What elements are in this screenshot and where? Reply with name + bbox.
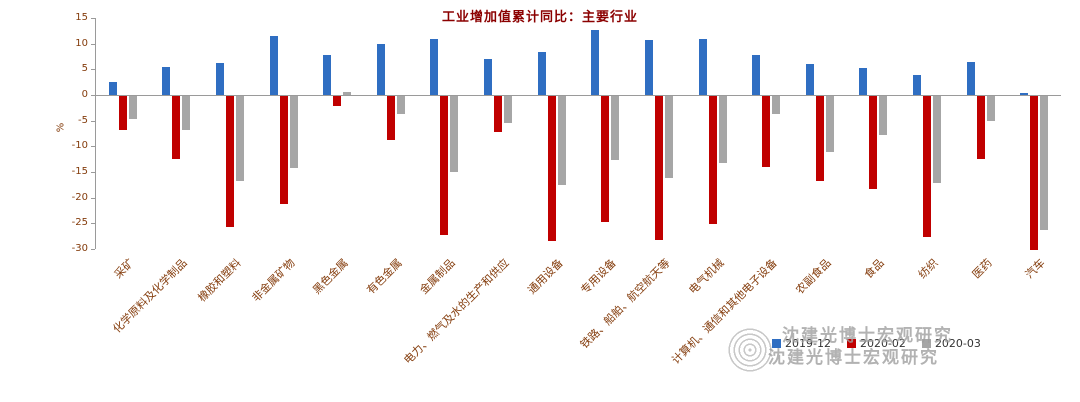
y-tick-label: 5 [81, 63, 88, 75]
bar-2020-02 [226, 96, 235, 228]
bar-2019-12 [752, 55, 761, 95]
x-axis-label: 农副食品 [793, 256, 834, 297]
bar-2020-02 [762, 96, 771, 167]
y-tick-label: 10 [75, 37, 88, 49]
bar-2020-03 [611, 96, 620, 160]
x-axis-label: 纺织 [915, 256, 941, 282]
bar-2020-03 [236, 96, 245, 181]
bar-2019-12 [376, 43, 385, 95]
legend-item: 2020-03 [921, 337, 981, 350]
bar-2019-12 [966, 62, 975, 95]
bar-2020-02 [333, 96, 342, 107]
y-tick-label: -20 [71, 191, 88, 203]
bar-2020-02 [708, 96, 717, 224]
y-tick-label: -30 [71, 243, 88, 254]
x-axis-label: 食品 [862, 256, 887, 282]
bar-2020-03 [718, 96, 727, 163]
bar-2020-02 [922, 96, 931, 238]
bar-2019-12 [162, 67, 171, 95]
y-tick-label: -10 [71, 140, 88, 152]
x-axis-label: 黑色金属 [310, 256, 351, 297]
chart-title: 工业增加值累计同比：主要行业 [441, 10, 638, 25]
zero-axis-line [96, 95, 1061, 96]
x-axis-label: 专用设备 [578, 256, 619, 297]
x-axis-label: 计算机、通信和其他电子设备 [669, 256, 780, 367]
bar-2019-12 [323, 54, 332, 95]
bar-2020-02 [118, 96, 127, 130]
x-axis-label: 采矿 [111, 256, 137, 282]
x-axis-label: 电力、燃气及水的生产和供应 [401, 256, 512, 367]
x-axis-label: 金属制品 [417, 256, 459, 297]
bar-2020-03 [932, 96, 941, 184]
bar-2019-12 [912, 74, 921, 95]
y-tick-label: -15 [71, 166, 88, 177]
bar-2019-12 [216, 62, 225, 95]
bar-2020-02 [654, 96, 663, 241]
bar-2020-02 [869, 96, 878, 190]
legend-item: 2019-12 [772, 337, 831, 350]
x-axis-label: 医药 [969, 256, 995, 282]
bar-2020-02 [815, 96, 824, 181]
bar-2020-02 [386, 96, 395, 140]
legend-swatch-icon [772, 339, 781, 348]
bar-2019-12 [269, 35, 278, 95]
y-tick-label: 0 [81, 89, 88, 100]
bar-2019-12 [537, 52, 546, 95]
bar-2020-02 [1030, 96, 1039, 250]
x-axis-label: 汽车 [1023, 256, 1048, 282]
legend-item: 2020-02 [846, 337, 906, 350]
legend: 2019-12 2020-02 2020-03 [772, 337, 981, 350]
bar-2019-12 [108, 82, 117, 95]
bar-2020-02 [440, 96, 449, 235]
x-axis-label: 橡胶和塑料 [195, 256, 244, 305]
bar-2020-02 [601, 96, 610, 222]
legend-label: 2020-02 [859, 337, 906, 350]
bar-2019-12 [591, 30, 600, 95]
bar-2020-02 [279, 96, 288, 204]
bar-2020-03 [1040, 96, 1049, 231]
x-axis-label: 化学原料及化学制品 [110, 256, 191, 336]
watermark-logo-icon [726, 326, 774, 374]
watermark: 沈建光博士宏观研究 沈建光博士宏观研究 [726, 326, 953, 374]
x-axis-label: 通用设备 [524, 256, 566, 297]
bar-2020-03 [128, 96, 137, 119]
bar-2019-12 [430, 38, 439, 95]
bar-2019-12 [644, 39, 653, 95]
x-axis-label: 电气机械 [685, 256, 727, 297]
x-axis-label: 铁路、船舶、航空航天等 [577, 256, 673, 352]
bar-2020-03 [504, 96, 513, 123]
y-tick-mark [91, 249, 95, 250]
bar-2020-03 [557, 96, 566, 185]
x-axis-label: 非金属矿物 [249, 256, 298, 305]
bar-2020-03 [396, 96, 405, 114]
bar-2020-03 [825, 96, 834, 152]
bar-2020-02 [494, 96, 503, 133]
bar-2020-02 [547, 96, 556, 241]
y-tick-label: -25 [71, 217, 88, 229]
bar-2019-12 [698, 38, 707, 95]
bar-2020-02 [976, 96, 985, 160]
bar-2019-12 [1020, 93, 1029, 95]
plot-area [95, 18, 1061, 250]
bar-2020-03 [450, 96, 459, 172]
bar-2020-03 [343, 92, 352, 95]
bar-2020-03 [879, 96, 888, 135]
legend-swatch-icon [846, 339, 856, 348]
bar-2019-12 [484, 59, 493, 95]
bar-2020-03 [664, 96, 673, 179]
bar-2020-02 [172, 96, 181, 160]
bar-2020-03 [772, 96, 781, 115]
bar-2019-12 [805, 64, 814, 95]
bar-2019-12 [859, 68, 868, 95]
x-axis-label: 有色金属 [364, 256, 405, 297]
watermark-text-line2: 沈建光博士宏观研究 [768, 348, 939, 368]
y-axis-label: % [55, 122, 67, 133]
legend-label: 2020-03 [934, 337, 981, 350]
legend-swatch-icon [921, 339, 931, 348]
legend-label: 2019-12 [785, 337, 831, 350]
bar-2020-03 [986, 96, 995, 122]
bar-2020-03 [182, 96, 191, 131]
bar-2020-03 [289, 96, 298, 168]
